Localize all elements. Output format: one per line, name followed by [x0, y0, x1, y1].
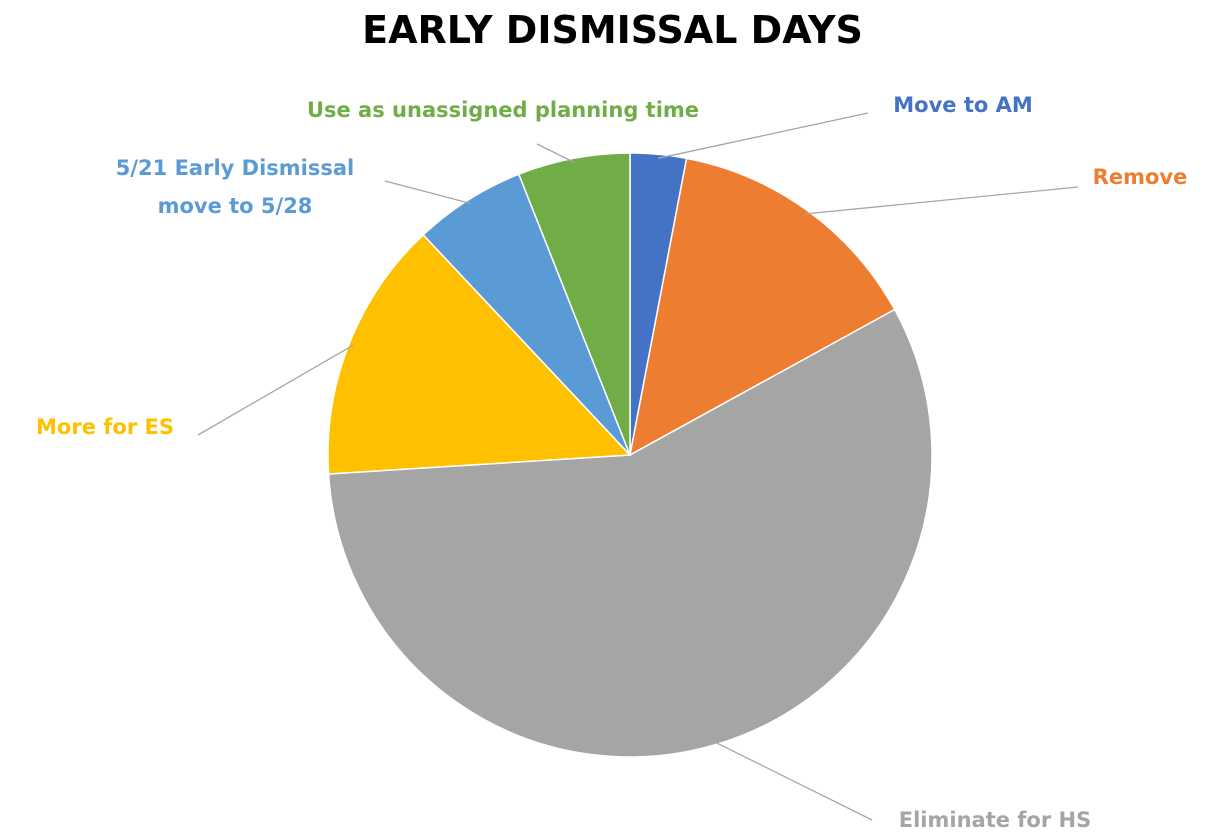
leader-line [536, 143, 575, 163]
slice-label: More for ES [36, 415, 174, 439]
slice-label: Use as unassigned planning time [306, 98, 700, 122]
pie-slice [327, 233, 632, 475]
leader-line [805, 186, 1079, 215]
leader-line [197, 344, 354, 436]
pie-slice [628, 157, 896, 457]
slice-label: Eliminate for HS [898, 808, 1092, 832]
leader-line [712, 740, 873, 821]
leader-line [384, 180, 471, 205]
slice-label: 5/21 Early Dismissal move to 5/28 [115, 156, 355, 218]
slice-label: Remove [1092, 165, 1188, 189]
pie-slice [327, 308, 933, 758]
leader-line [657, 112, 869, 159]
slice-label: Move to AM [893, 93, 1033, 117]
pie-slice [517, 152, 631, 456]
chart-title: EARLY DISMISSAL DAYS [362, 8, 863, 52]
